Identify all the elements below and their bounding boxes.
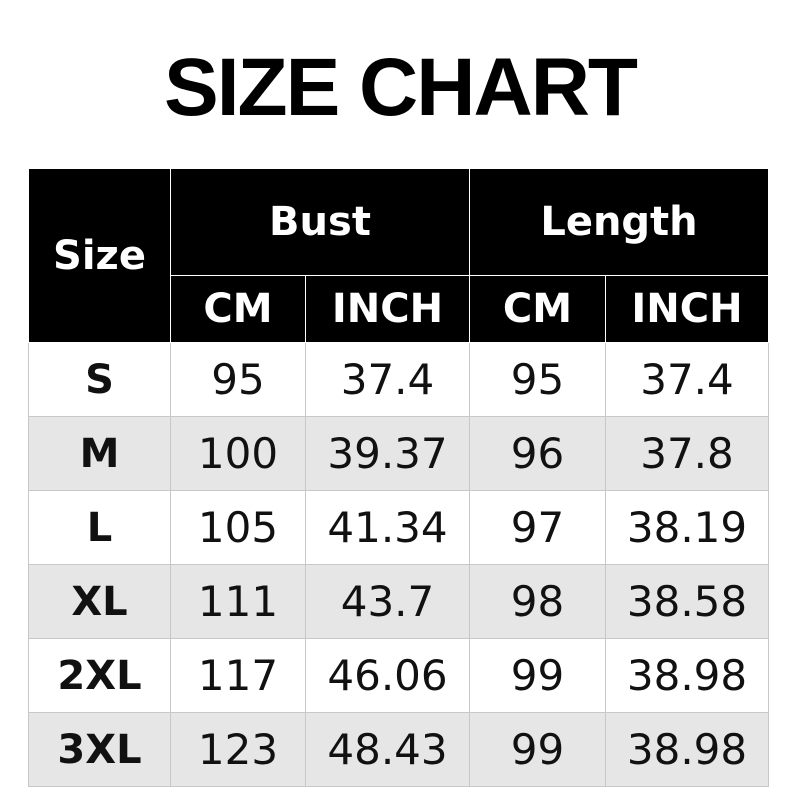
size-chart-table: Size Bust Length CM INCH CM INCH S 95 37.4… xyxy=(28,168,769,787)
cell-bust-inch: 48.43 xyxy=(305,712,470,787)
cell-bust-cm: 123 xyxy=(170,712,306,787)
cell-size: S xyxy=(28,342,171,417)
header-bust: Bust xyxy=(170,168,470,276)
cell-length-inch: 38.19 xyxy=(605,490,769,565)
cell-bust-inch: 41.34 xyxy=(305,490,470,565)
header-length-cm: CM xyxy=(469,275,606,343)
cell-length-inch: 38.98 xyxy=(605,712,769,787)
cell-bust-cm: 100 xyxy=(170,416,306,491)
table-row: 2XL 117 46.06 99 38.98 xyxy=(28,638,769,713)
header-length-inch: INCH xyxy=(605,275,769,343)
table-row: S 95 37.4 95 37.4 xyxy=(28,342,769,417)
cell-length-cm: 98 xyxy=(469,564,606,639)
cell-bust-cm: 95 xyxy=(170,342,306,417)
cell-bust-inch: 39.37 xyxy=(305,416,470,491)
cell-bust-cm: 111 xyxy=(170,564,306,639)
cell-bust-cm: 117 xyxy=(170,638,306,713)
cell-size: 3XL xyxy=(28,712,171,787)
cell-length-inch: 37.8 xyxy=(605,416,769,491)
cell-bust-cm: 105 xyxy=(170,490,306,565)
cell-size: XL xyxy=(28,564,171,639)
table-row: XL 111 43.7 98 38.58 xyxy=(28,564,769,639)
cell-length-inch: 37.4 xyxy=(605,342,769,417)
header-bust-cm: CM xyxy=(170,275,306,343)
header-length: Length xyxy=(469,168,769,276)
cell-bust-inch: 43.7 xyxy=(305,564,470,639)
cell-length-cm: 96 xyxy=(469,416,606,491)
cell-size: L xyxy=(28,490,171,565)
cell-length-cm: 97 xyxy=(469,490,606,565)
table-row: L 105 41.34 97 38.19 xyxy=(28,490,769,565)
cell-length-cm: 99 xyxy=(469,712,606,787)
cell-size: 2XL xyxy=(28,638,171,713)
cell-bust-inch: 37.4 xyxy=(305,342,470,417)
page-title: SIZE CHART xyxy=(164,42,638,133)
header-size: Size xyxy=(28,168,171,343)
cell-length-inch: 38.98 xyxy=(605,638,769,713)
cell-length-cm: 99 xyxy=(469,638,606,713)
table-row: 3XL 123 48.43 99 38.98 xyxy=(28,712,769,787)
cell-length-cm: 95 xyxy=(469,342,606,417)
cell-length-inch: 38.58 xyxy=(605,564,769,639)
cell-bust-inch: 46.06 xyxy=(305,638,470,713)
header-bust-inch: INCH xyxy=(305,275,470,343)
cell-size: M xyxy=(28,416,171,491)
table-row: M 100 39.37 96 37.8 xyxy=(28,416,769,491)
